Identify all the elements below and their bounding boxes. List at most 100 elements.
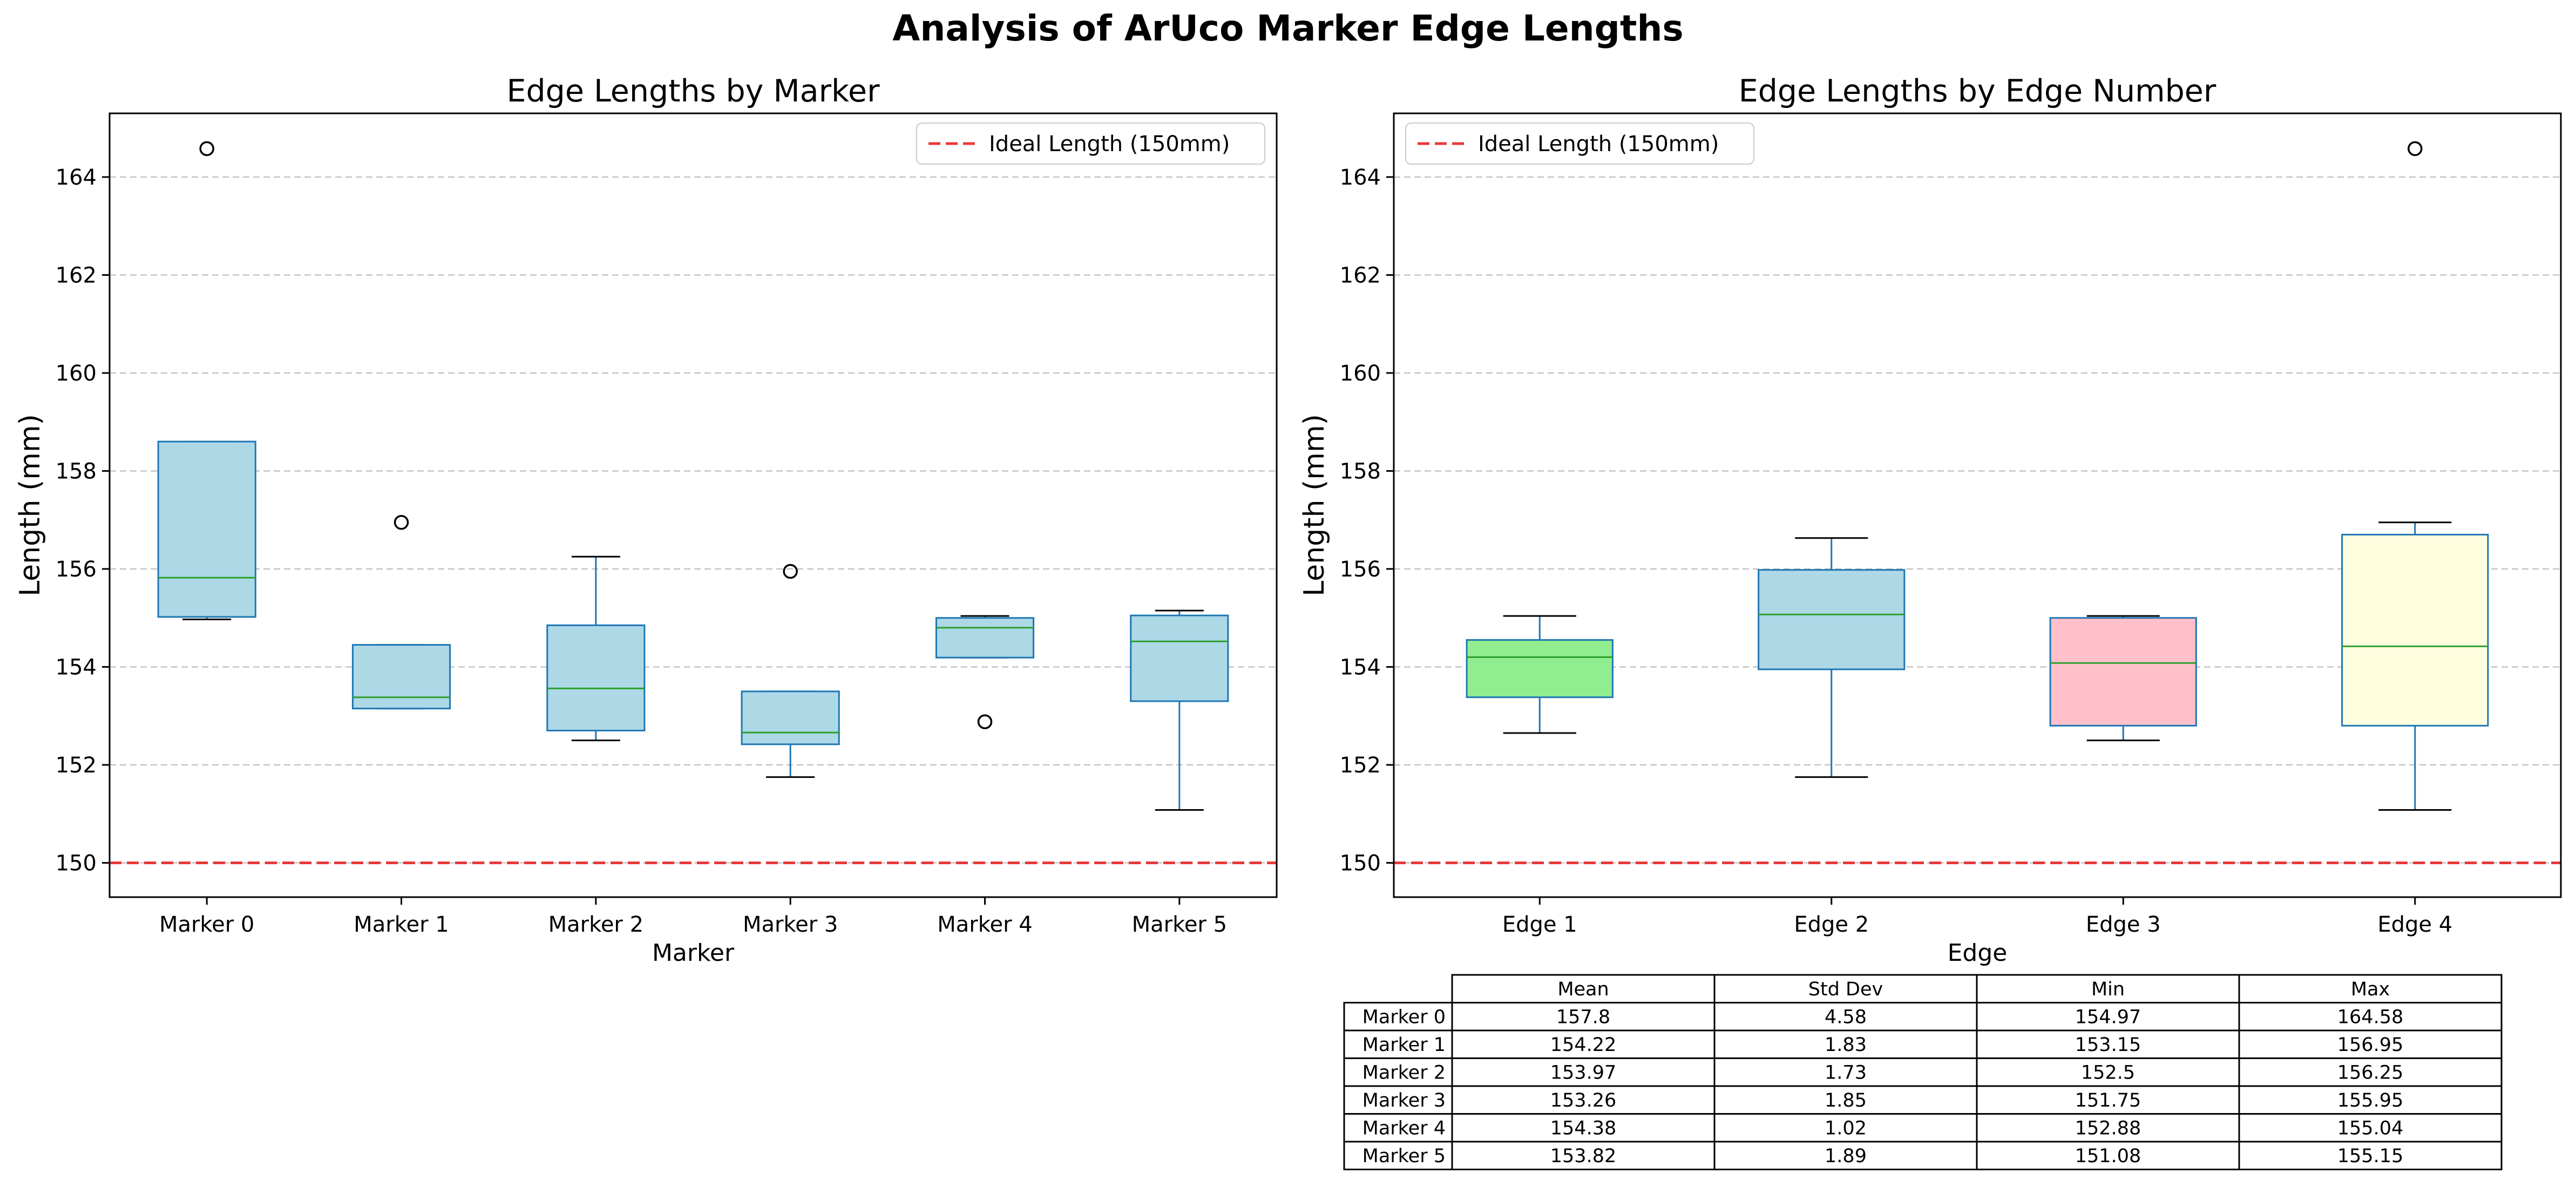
x-tick-label: Marker 1	[354, 912, 449, 937]
x-tick-label: Edge 1	[1502, 912, 1577, 937]
cell-value: 164.58	[2337, 1006, 2403, 1028]
chart-by-marker: 150 152 154 156 158 160 162 164 Marker 0 Marker 1…	[14, 73, 1278, 967]
figure-title: Analysis of ArUco Marker Edge Lengths	[892, 8, 1683, 49]
table-cell	[1976, 1029, 2240, 1059]
table-cell	[2238, 1141, 2503, 1170]
cell-value: 153.26	[1550, 1090, 1616, 1111]
cell-value: 153.82	[1550, 1145, 1616, 1167]
box-edge-4	[2341, 141, 2489, 811]
box-marker-3	[741, 564, 840, 778]
cell-value: 4.58	[1825, 1006, 1867, 1028]
box-iqr	[157, 440, 256, 618]
box-iqr	[2341, 533, 2489, 727]
table-cell	[1451, 1002, 1716, 1032]
box-marker-1	[351, 515, 451, 710]
header-cell	[1976, 974, 2240, 1003]
box-iqr	[935, 617, 1035, 659]
outlier-point	[394, 515, 409, 530]
row-label-cell	[1343, 1057, 1453, 1087]
table-cell	[1976, 1141, 2240, 1170]
table-row: Marker 1 154.22 1.83 153.15 156.95	[1343, 1029, 2503, 1059]
x-axis-label: Marker	[652, 939, 735, 967]
box-marker-0	[157, 141, 256, 620]
box-iqr	[1130, 614, 1229, 702]
x-tick-label: Marker 4	[937, 912, 1032, 937]
cell-value: 152.5	[2081, 1062, 2135, 1083]
legend: Ideal Length (150mm)	[1405, 122, 1755, 165]
box-iqr	[741, 690, 840, 745]
chart-by-edge: 150 152 154 156 158 160 162 164 Edge 1 Edge 2 Edge…	[1298, 73, 2562, 967]
table-cell	[1451, 1085, 1716, 1115]
cell-value: 1.89	[1825, 1145, 1867, 1167]
cell-value: 152.88	[2075, 1117, 2141, 1139]
y-tick-label: 164	[56, 165, 97, 190]
legend-frame	[1405, 122, 1755, 165]
axes-frame	[109, 112, 1278, 898]
table-cell	[1451, 1141, 1716, 1170]
box-marker-4	[935, 615, 1035, 729]
cell-value: 151.08	[2075, 1145, 2141, 1167]
row-label: Marker 4	[1362, 1117, 1446, 1139]
box-iqr	[546, 624, 646, 731]
box-edge-1	[1466, 615, 1614, 734]
cell-value: 156.25	[2337, 1062, 2403, 1083]
cell-value: 154.22	[1550, 1034, 1616, 1056]
y-tick-label: 160	[56, 361, 97, 386]
cell-value: 155.95	[2337, 1090, 2403, 1111]
row-label-cell	[1343, 1141, 1453, 1170]
x-tick-label: Edge 2	[1794, 912, 1869, 937]
cell-value: 154.38	[1550, 1117, 1616, 1139]
table-cell	[1713, 1002, 1978, 1032]
box-iqr	[1466, 639, 1614, 698]
y-tick-label: 158	[1340, 459, 1381, 484]
row-label: Marker 0	[1362, 1006, 1446, 1028]
outlier-point	[2408, 141, 2423, 157]
column-header: Min	[2091, 979, 2125, 1000]
x-axis-label: Edge	[1948, 939, 2008, 967]
y-tick-label: 152	[56, 753, 97, 778]
cell-value: 154.97	[2075, 1006, 2141, 1028]
box-marker-2	[546, 555, 646, 742]
legend-frame	[916, 122, 1266, 165]
table-row: Marker 5 153.82 1.89 151.08 155.15	[1343, 1141, 2503, 1170]
row-label: Marker 5	[1362, 1145, 1446, 1167]
box-iqr	[2049, 617, 2197, 727]
table-cell	[2238, 1029, 2503, 1059]
table-cell	[2238, 1113, 2503, 1143]
y-tick-label: 154	[1340, 655, 1381, 680]
column-header: Std Dev	[1808, 979, 1883, 1000]
cell-value: 157.8	[1556, 1006, 1610, 1028]
y-tick-label: 162	[1340, 263, 1381, 288]
x-tick-label: Edge 4	[2377, 912, 2452, 937]
cell-value: 1.83	[1825, 1034, 1867, 1056]
header-cell	[2238, 974, 2503, 1003]
cell-value: 1.73	[1825, 1062, 1867, 1083]
y-axis-label: Length (mm)	[14, 414, 46, 596]
statistics-table: Mean Std Dev Min Max Marker 0 157.8 4.58 154.97…	[1343, 974, 2503, 1170]
cell-value: 1.02	[1825, 1117, 1867, 1139]
row-label-cell	[1343, 1002, 1453, 1032]
column-header: Max	[2351, 979, 2390, 1000]
row-label: Marker 1	[1362, 1034, 1446, 1056]
row-label: Marker 3	[1362, 1090, 1446, 1111]
x-tick-label: Marker 2	[548, 912, 643, 937]
cell-value: 156.95	[2337, 1034, 2403, 1056]
y-tick-label: 156	[56, 557, 97, 582]
cell-value: 151.75	[2075, 1090, 2141, 1111]
table-cell	[1976, 1002, 2240, 1032]
y-tick-label: 154	[56, 655, 97, 680]
cell-value: 155.15	[2337, 1145, 2403, 1167]
table-row: Marker 3 153.26 1.85 151.75 155.95	[1343, 1085, 2503, 1115]
table-row: Marker 2 153.97 1.73 152.5 156.25	[1343, 1057, 2503, 1087]
axes-frame	[1393, 112, 2562, 898]
cell-value: 153.15	[2075, 1034, 2141, 1056]
cell-value: 153.97	[1550, 1062, 1616, 1083]
table-row: Marker 0 157.8 4.58 154.97 164.58	[1343, 1002, 2503, 1032]
cell-value: 155.04	[2337, 1117, 2403, 1139]
box-marker-5	[1130, 609, 1229, 811]
y-axis-label: Length (mm)	[1298, 414, 1331, 596]
column-header: Mean	[1557, 979, 1609, 1000]
legend-label: Ideal Length (150mm)	[1478, 132, 1719, 157]
table-row: Marker 4 154.38 1.02 152.88 155.04	[1343, 1113, 2503, 1143]
row-label-cell	[1343, 1085, 1453, 1115]
